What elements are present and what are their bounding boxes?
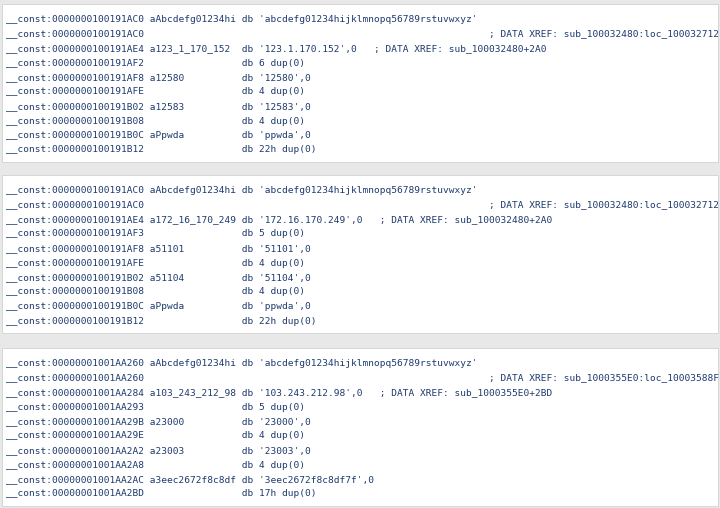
Text: __const:00000001001AA2A2 a23003          db '23003',0: __const:00000001001AA2A2 a23003 db '2300… [6,446,311,455]
Text: __const:0000000100191AC0                                                        : __const:0000000100191AC0 [6,201,719,209]
Text: __const:0000000100191AE4 a123_1_170_152  db '123.1.170.152',0   ; DATA XREF: sub: __const:0000000100191AE4 a123_1_170_152 … [6,44,546,53]
Text: __const:0000000100191AC0 aAbcdefg01234hi db 'abcdefg01234hijklmnopq56789rstuvwxy: __const:0000000100191AC0 aAbcdefg01234hi… [6,186,477,195]
Text: __const:0000000100191AC0                                                        : __const:0000000100191AC0 [6,29,719,39]
Text: __const:0000000100191AF8 a51101          db '51101',0: __const:0000000100191AF8 a51101 db '5110… [6,244,311,253]
Text: __const:0000000100191B02 a51104          db '51104',0: __const:0000000100191B02 a51104 db '5110… [6,273,311,282]
Text: __const:0000000100191AE4 a172_16_170_249 db '172.16.170.249',0   ; DATA XREF: su: __const:0000000100191AE4 a172_16_170_249… [6,215,552,224]
Text: __const:0000000100191AC0 aAbcdefg01234hi db 'abcdefg01234hijklmnopq56789rstuvwxy: __const:0000000100191AC0 aAbcdefg01234hi… [6,15,477,24]
Text: __const:00000001001AA2BD                 db 17h dup(0): __const:00000001001AA2BD db 17h dup(0) [6,490,317,498]
Text: __const:0000000100191B0C aPpwda          db 'ppwda',0: __const:0000000100191B0C aPpwda db 'ppwd… [6,131,311,140]
Text: __const:0000000100191B02 a12583          db '12583',0: __const:0000000100191B02 a12583 db '1258… [6,102,311,111]
Text: __const:0000000100191AF8 a12580          db '12580',0: __const:0000000100191AF8 a12580 db '1258… [6,73,311,82]
Text: __const:00000001001AA2A8                 db 4 dup(0): __const:00000001001AA2A8 db 4 dup(0) [6,460,305,469]
Text: __const:0000000100191B0C aPpwda          db 'ppwda',0: __const:0000000100191B0C aPpwda db 'ppwd… [6,302,311,311]
Text: __const:0000000100191AFE                 db 4 dup(0): __const:0000000100191AFE db 4 dup(0) [6,87,305,97]
Text: __const:0000000100191B12                 db 22h dup(0): __const:0000000100191B12 db 22h dup(0) [6,316,317,326]
Text: __const:0000000100191AFE                 db 4 dup(0): __const:0000000100191AFE db 4 dup(0) [6,259,305,268]
FancyBboxPatch shape [2,348,718,506]
FancyBboxPatch shape [2,175,718,333]
FancyBboxPatch shape [2,4,718,162]
Text: __const:00000001001AA29E                 db 4 dup(0): __const:00000001001AA29E db 4 dup(0) [6,431,305,440]
Text: __const:00000001001AA284 a103_243_212_98 db '103.243.212.98',0   ; DATA XREF: su: __const:00000001001AA284 a103_243_212_98… [6,388,552,397]
Text: __const:00000001001AA260                                                        : __const:00000001001AA260 [6,373,719,383]
Text: __const:00000001001AA29B a23000          db '23000',0: __const:00000001001AA29B a23000 db '2300… [6,417,311,426]
Text: __const:0000000100191B08                 db 4 dup(0): __const:0000000100191B08 db 4 dup(0) [6,116,305,125]
Text: __const:0000000100191B12                 db 22h dup(0): __const:0000000100191B12 db 22h dup(0) [6,145,317,154]
Text: __const:0000000100191AF2                 db 6 dup(0): __const:0000000100191AF2 db 6 dup(0) [6,58,305,68]
Text: __const:0000000100191AF3                 db 5 dup(0): __const:0000000100191AF3 db 5 dup(0) [6,230,305,238]
Text: __const:00000001001AA260 aAbcdefg01234hi db 'abcdefg01234hijklmnopq56789rstuvwxy: __const:00000001001AA260 aAbcdefg01234hi… [6,359,477,368]
Text: __const:00000001001AA2AC a3eec2672f8c8df db '3eec2672f8c8df7f',0: __const:00000001001AA2AC a3eec2672f8c8df… [6,475,374,484]
Text: __const:00000001001AA293                 db 5 dup(0): __const:00000001001AA293 db 5 dup(0) [6,402,305,411]
Text: __const:0000000100191B08                 db 4 dup(0): __const:0000000100191B08 db 4 dup(0) [6,288,305,297]
